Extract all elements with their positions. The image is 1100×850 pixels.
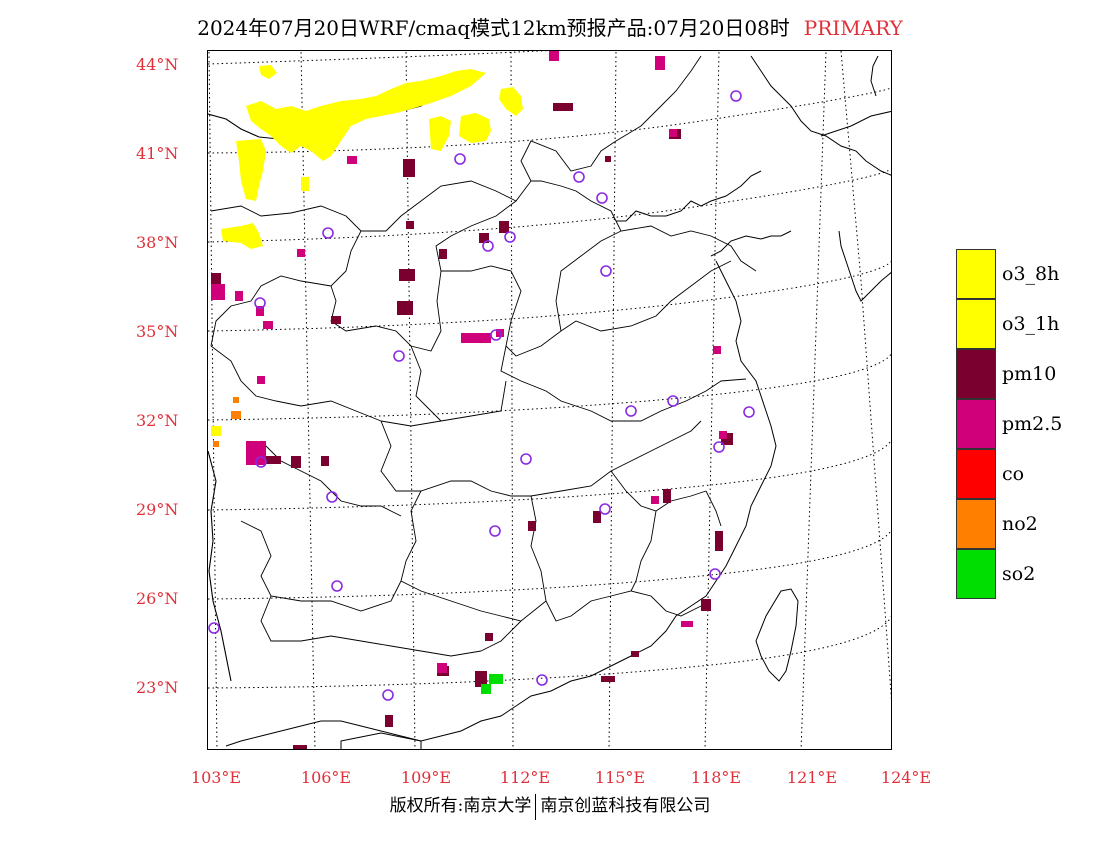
lon-label-121: 121°E <box>786 768 838 787</box>
city-marker <box>504 231 516 243</box>
city-marker <box>520 453 532 465</box>
o3-regions <box>211 65 523 436</box>
pm25-cells <box>211 51 727 673</box>
city-marker <box>596 192 608 204</box>
lon-label-106: 106°E <box>300 768 352 787</box>
lat-label-29: 29°N <box>136 500 179 519</box>
legend-swatch <box>956 449 996 499</box>
lon-label-103: 103°E <box>190 768 242 787</box>
legend-label: pm10 <box>1002 363 1057 385</box>
map-title-text: 2024年07月20日WRF/cmaq模式12km预报产品:07月20日08时 <box>197 16 790 40</box>
city-marker <box>482 240 494 252</box>
so2-cells <box>481 674 503 694</box>
legend-label: o3_1h <box>1002 313 1060 335</box>
lat-label-44: 44°N <box>136 55 179 74</box>
city-marker <box>393 350 405 362</box>
lat-label-23: 23°N <box>136 678 179 697</box>
city-marker <box>713 441 725 453</box>
legend-swatch <box>956 299 996 349</box>
city-marker <box>743 406 755 418</box>
lat-label-32: 32°N <box>136 411 179 430</box>
lat-label-35: 35°N <box>136 322 179 341</box>
city-marker <box>382 689 394 701</box>
city-marker <box>208 622 220 634</box>
taiwan-outline <box>755 588 799 682</box>
legend-label: so2 <box>1002 563 1036 585</box>
map-title: 2024年07月20日WRF/cmaq模式12km预报产品:07月20日08时 P… <box>0 12 1100 41</box>
legend-label: o3_8h <box>1002 263 1060 285</box>
lon-label-112: 112°E <box>499 768 551 787</box>
city-markers <box>208 90 755 701</box>
lon-label-118: 118°E <box>690 768 742 787</box>
lat-label-41: 41°N <box>136 144 179 163</box>
city-marker <box>254 297 266 309</box>
coastline <box>225 55 891 747</box>
city-marker <box>490 329 502 341</box>
city-marker <box>326 491 338 503</box>
city-marker <box>600 265 612 277</box>
province-boundaries <box>210 55 757 657</box>
copyright-right: 南京创蓝科技有限公司 <box>540 796 711 816</box>
lon-label-109: 109°E <box>400 768 452 787</box>
map-panel[interactable] <box>207 50 892 750</box>
city-marker <box>599 503 611 515</box>
map-canvas <box>208 51 891 749</box>
city-marker <box>536 674 548 686</box>
city-marker <box>625 405 637 417</box>
legend-label: pm2.5 <box>1002 413 1063 435</box>
legend-label: co <box>1002 463 1025 485</box>
legend-label: no2 <box>1002 513 1038 535</box>
lon-label-124: 124°E <box>880 768 932 787</box>
hainan-outline <box>340 732 422 749</box>
lat-label-38: 38°N <box>136 233 179 252</box>
copyright-left: 版权所有:南京大学 <box>389 796 532 816</box>
latitude-gridlines <box>208 51 891 689</box>
legend-swatch <box>956 249 996 299</box>
no2-cells <box>213 397 241 447</box>
city-marker <box>454 153 466 165</box>
city-marker <box>255 456 267 468</box>
city-marker <box>709 568 721 580</box>
longitude-gridlines <box>208 51 891 749</box>
legend-swatch <box>956 349 996 399</box>
legend-swatch <box>956 549 996 599</box>
lat-label-26: 26°N <box>136 589 179 608</box>
city-marker <box>573 171 585 183</box>
copyright-footer: 版权所有:南京大学 南京创蓝科技有限公司 <box>0 791 1100 820</box>
legend-swatch <box>956 499 996 549</box>
lon-label-115: 115°E <box>594 768 646 787</box>
primary-tag: PRIMARY <box>803 16 903 40</box>
city-marker <box>489 525 501 537</box>
city-marker <box>730 90 742 102</box>
city-marker <box>322 227 334 239</box>
legend-swatch <box>956 399 996 449</box>
footer-separator <box>535 793 537 820</box>
city-marker <box>331 580 343 592</box>
city-marker <box>667 395 679 407</box>
